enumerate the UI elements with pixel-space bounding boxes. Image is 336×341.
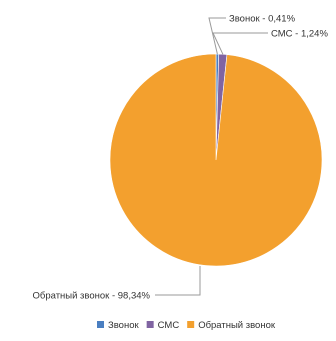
legend-swatch-1: [146, 321, 154, 328]
callout-line-2: [155, 266, 201, 296]
callout-label-2: Обратный звонок - 98,34%: [33, 291, 151, 302]
callout-line-0: [208, 17, 226, 55]
legend-label-0: Звонок: [108, 320, 139, 331]
legend-swatch-0: [97, 321, 104, 328]
legend-label-2: Обратный звонок: [198, 320, 276, 331]
pie-slice-2: [109, 53, 323, 267]
legend-label-1: СМС: [158, 320, 180, 331]
callout-line-1: [212, 32, 268, 55]
callout-label-0: Звонок - 0,41%: [229, 14, 296, 25]
legend-swatch-2: [187, 321, 195, 328]
callout-label-1: СМС - 1,24%: [271, 29, 328, 40]
